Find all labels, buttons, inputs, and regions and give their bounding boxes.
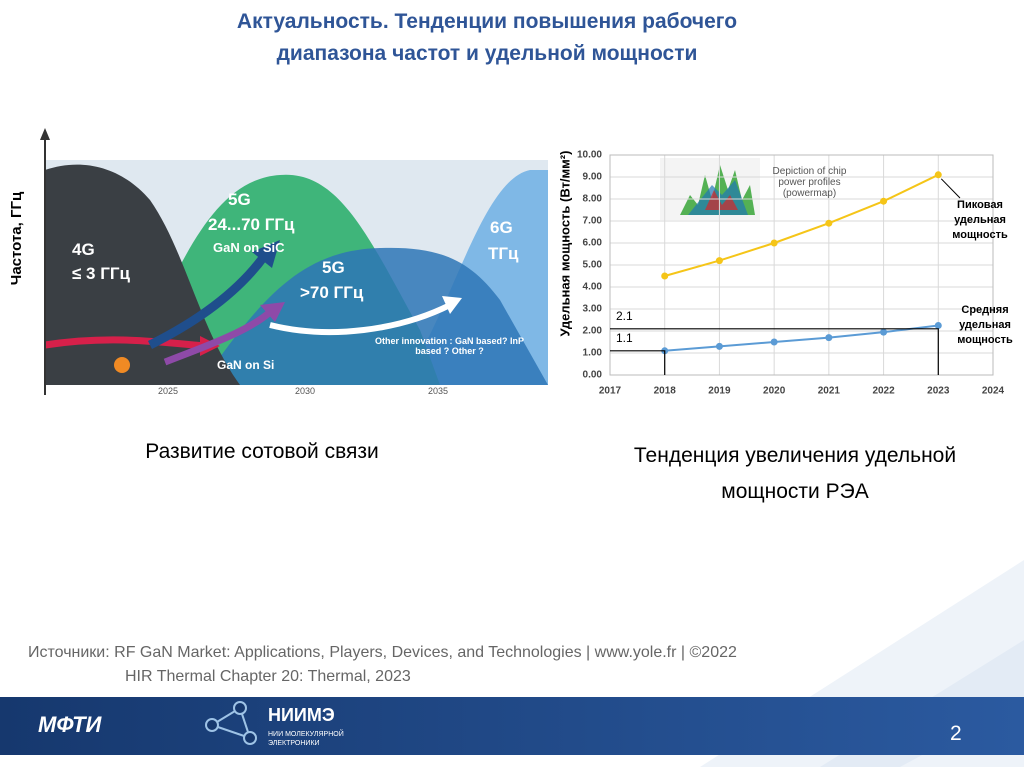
series-label: Средняя удельная мощность xyxy=(957,304,1013,346)
label: 4G xyxy=(72,240,95,259)
label: Other innovation : GaN based? InP based … xyxy=(374,336,524,356)
source: Источники: RF GaN Market: Applications, … xyxy=(28,644,737,661)
y-tick-label: 2.00 xyxy=(583,326,603,337)
arrow xyxy=(163,309,273,366)
y-tick-label: 10.00 xyxy=(577,150,602,161)
label: 5G xyxy=(322,258,345,277)
caption: Тенденция увеличения удельной мощности Р… xyxy=(633,444,957,503)
x-tick-label: 2025 xyxy=(158,386,179,396)
reference-line xyxy=(610,350,666,375)
y-tick-label: 0.00 xyxy=(583,370,603,381)
x-tick-label: 2022 xyxy=(872,386,895,397)
series-line xyxy=(664,173,939,277)
y-tick-label: 5.00 xyxy=(583,260,603,271)
label: 5G xyxy=(228,190,251,209)
x-tick-label: 2021 xyxy=(818,386,841,397)
label: >70 ГГц xyxy=(300,283,364,302)
y-tick-label: 4.00 xyxy=(583,282,603,293)
label: ТГц xyxy=(488,244,519,263)
page-number: 2 xyxy=(950,722,962,745)
y-tick-label: 6.00 xyxy=(583,238,603,249)
arrow xyxy=(442,296,462,314)
y-label: Удельная мощность (Вт/мм²) xyxy=(557,150,573,337)
marker xyxy=(114,357,130,373)
title-wrap: Актуальность. Тенденции повышения рабоче… xyxy=(0,6,974,70)
data-point xyxy=(770,338,778,346)
footer-bar xyxy=(0,697,1024,755)
label: 6G xyxy=(490,218,513,237)
series-label: Пиковая удельная мощность xyxy=(952,199,1008,241)
x-tick-label: 2023 xyxy=(927,386,950,397)
data-point xyxy=(825,334,833,342)
logo: МФТИ xyxy=(38,712,102,737)
y-tick-label: 9.00 xyxy=(583,172,603,183)
y-label: Частота, ГГц xyxy=(8,191,26,286)
data-point xyxy=(661,272,669,280)
reference-label: 2.1 xyxy=(616,309,633,323)
label: ≤ 3 ГГц xyxy=(72,264,130,283)
title: Актуальность. Тенденции повышения рабоче… xyxy=(236,10,738,65)
reference-line xyxy=(610,328,939,375)
label: 24...70 ГГц xyxy=(208,215,295,234)
area-4g xyxy=(45,164,240,385)
data-point xyxy=(880,328,888,336)
arrow xyxy=(260,302,285,322)
arrow xyxy=(252,240,280,268)
caption: Развитие сотовой связи xyxy=(145,440,379,463)
reference-label: 1.1 xyxy=(616,331,633,345)
y-tick-label: 8.00 xyxy=(583,194,603,205)
logo: НИИМЭ xyxy=(268,705,335,725)
data-point xyxy=(715,342,723,350)
label: GaN on SiC xyxy=(213,240,285,255)
data-point xyxy=(715,257,723,265)
molecule-icon xyxy=(205,701,257,745)
x-tick-label: 2018 xyxy=(654,386,677,397)
plot-frame xyxy=(609,154,994,376)
data-point xyxy=(825,219,833,227)
x-tick-label: 2030 xyxy=(295,386,316,396)
y-tick-label: 3.00 xyxy=(583,304,603,315)
inset-label: Depiction of chip power profiles (powerm… xyxy=(772,166,847,199)
axis-arrow xyxy=(40,128,50,140)
label: GaN on Si xyxy=(217,358,275,372)
data-point xyxy=(880,197,888,205)
x-tick-label: 2020 xyxy=(763,386,786,397)
source: HIR Thermal Chapter 20: Thermal, 2023 xyxy=(125,668,411,685)
x-tick-label: 2024 xyxy=(982,386,1005,397)
inset-plot xyxy=(705,190,738,210)
arrow xyxy=(44,336,206,350)
data-point xyxy=(770,239,778,247)
area-5g-high xyxy=(200,247,548,385)
y-tick-label: 7.00 xyxy=(583,216,603,227)
data-point xyxy=(934,322,942,329)
x-tick-label: 2019 xyxy=(708,386,731,397)
y-tick-label: 1.00 xyxy=(583,348,603,359)
x-tick-label: 2017 xyxy=(599,386,622,397)
data-point xyxy=(934,171,942,179)
x-tick-label: 2035 xyxy=(428,386,449,396)
arrow xyxy=(269,302,452,335)
annotation-arrow xyxy=(940,178,961,199)
series-line xyxy=(664,324,939,352)
logo-sub: НИИ МОЛЕКУЛЯРНОЙ ЭЛЕКТРОНИКИ xyxy=(268,731,344,747)
arrow xyxy=(147,252,269,350)
